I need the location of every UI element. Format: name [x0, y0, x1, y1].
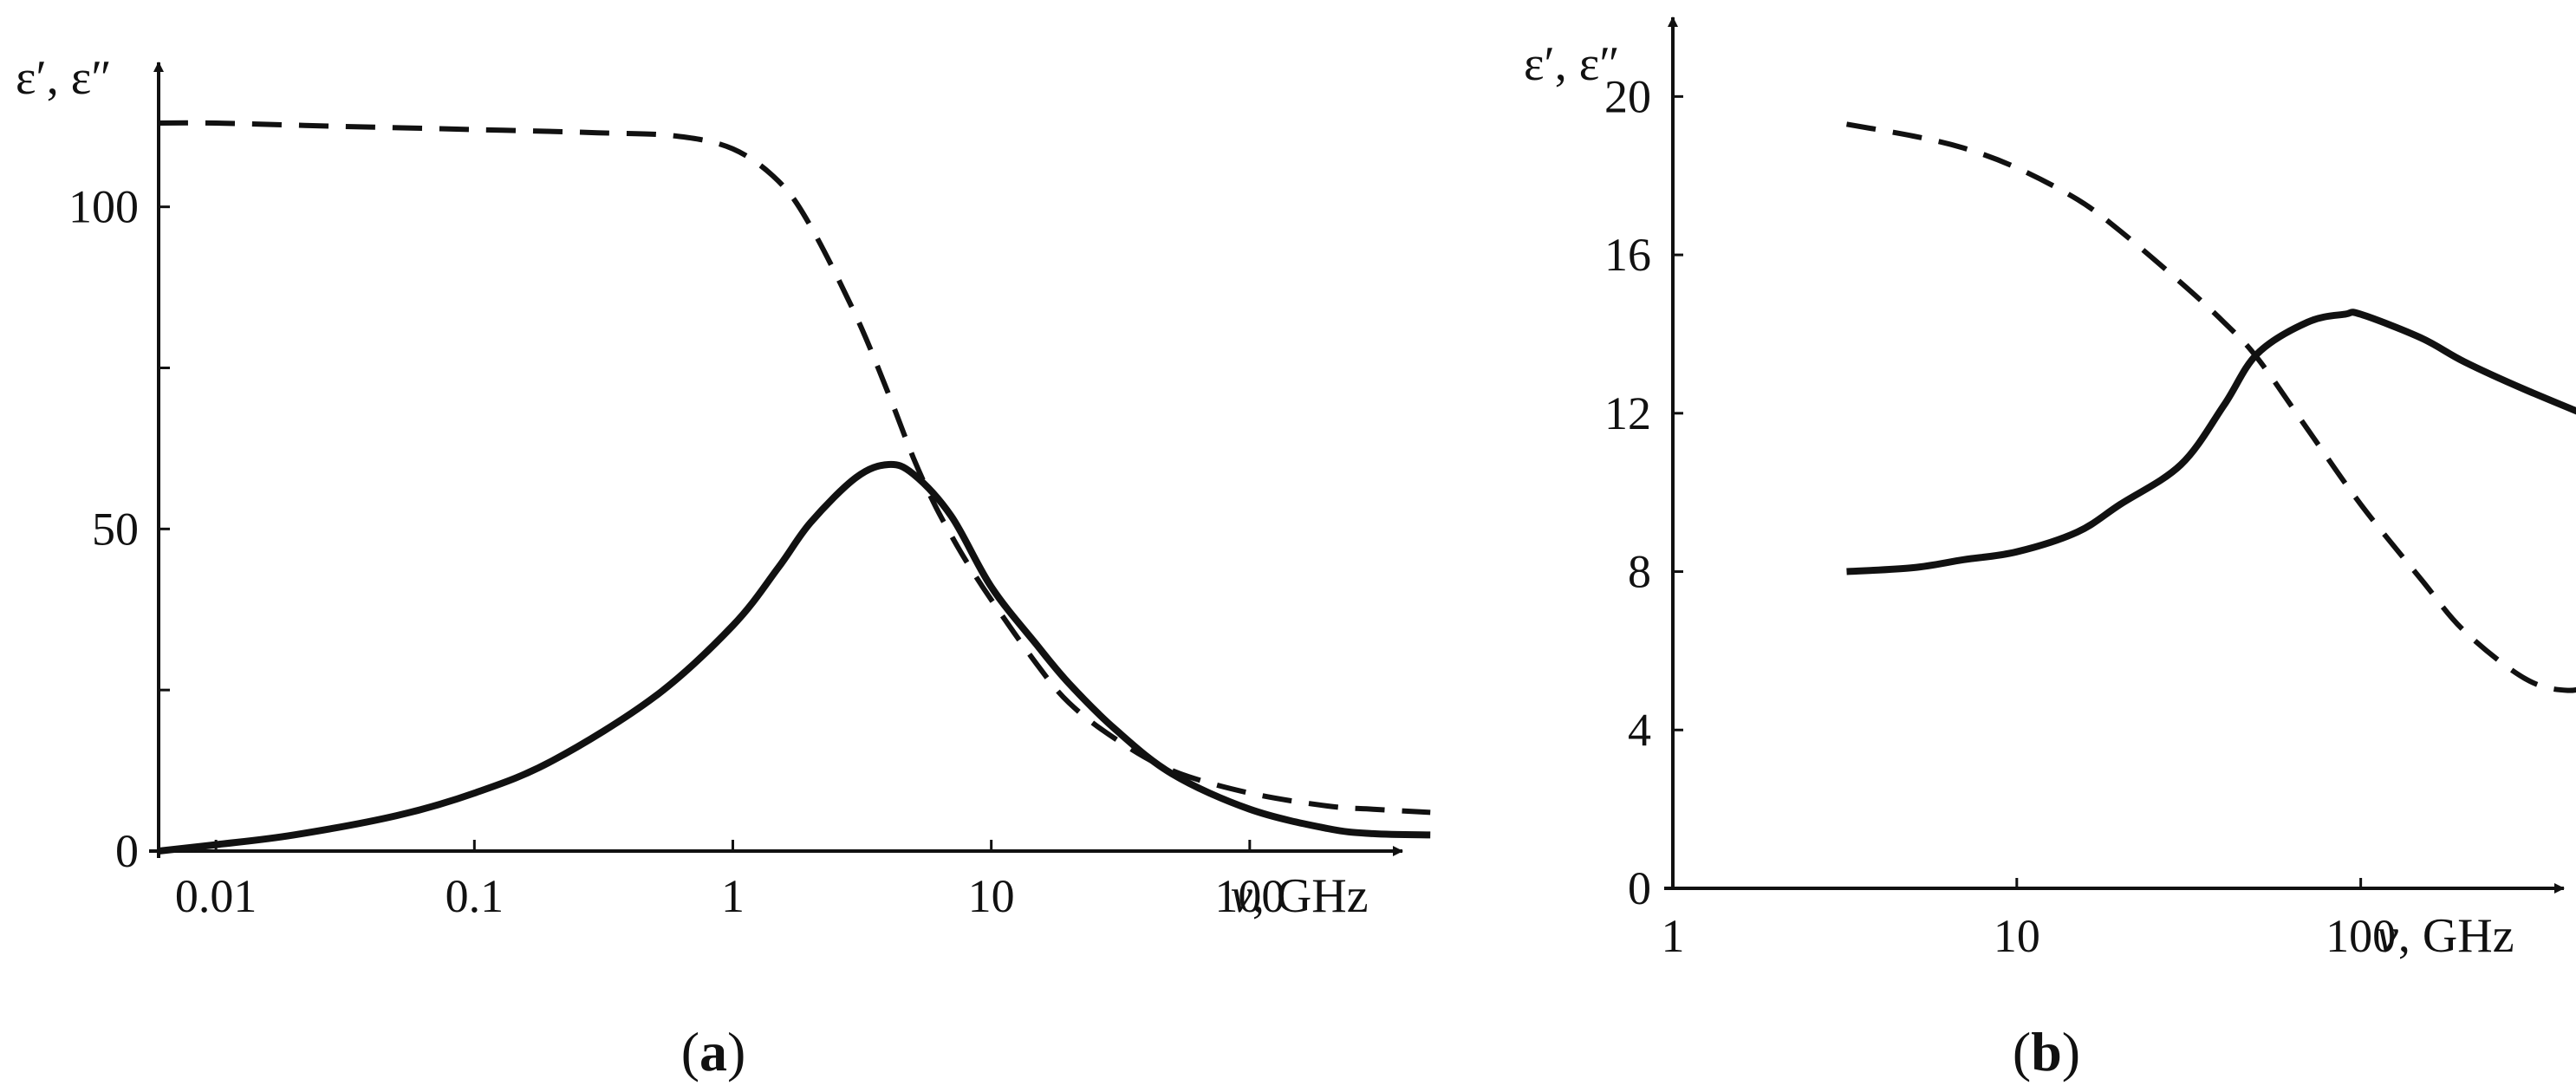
y-tick-label: 8: [1628, 546, 1651, 598]
series-line-eps-real-dashed: [158, 120, 1431, 816]
panel-label: (a): [681, 1021, 746, 1082]
y-tick-label: 20: [1604, 70, 1651, 122]
x-tick-label: 0.01: [175, 870, 257, 922]
x-tick-label: 1: [1662, 910, 1685, 962]
y-tick-label: 100: [68, 181, 139, 233]
x-tick-label: 0.1: [446, 870, 504, 922]
x-axis-title: v, GHz: [1231, 869, 1369, 923]
y-tick-label: 4: [1628, 704, 1651, 756]
x-tick-label: 10: [968, 870, 1015, 922]
y-axis-title: ε′, ε″: [16, 51, 112, 105]
y-tick-label: 50: [92, 503, 139, 555]
y-tick-label: 0: [1628, 862, 1651, 914]
x-tick-label: 10: [1994, 910, 2040, 962]
y-axis-title: ε′, ε″: [1524, 37, 1620, 91]
chart-panel-a: 0.01 0.1 1 10 100 0 50 100 ε′, ε″ v, GHz (a): [16, 51, 1431, 1082]
series-line-eps-real-dashed: [1845, 121, 2576, 693]
series-line-eps-imag-solid: [1846, 309, 2576, 575]
chart-panel-b: 1 10 100 0 4 8 12 16 20 ε′, ε″ v, GHz (b): [1524, 16, 2576, 1082]
x-tick-label: 100: [2326, 910, 2396, 962]
y-tick-label: 0: [115, 825, 139, 877]
y-tick-label: 16: [1604, 229, 1651, 281]
panel-label: (b): [2013, 1021, 2080, 1082]
x-tick-label: 1: [721, 870, 745, 922]
y-tick-label: 12: [1604, 387, 1651, 439]
x-axis-title: v, GHz: [2377, 909, 2514, 963]
x-tick-label: 100: [1214, 870, 1285, 922]
series-line-eps-imag-solid: [158, 460, 1431, 855]
